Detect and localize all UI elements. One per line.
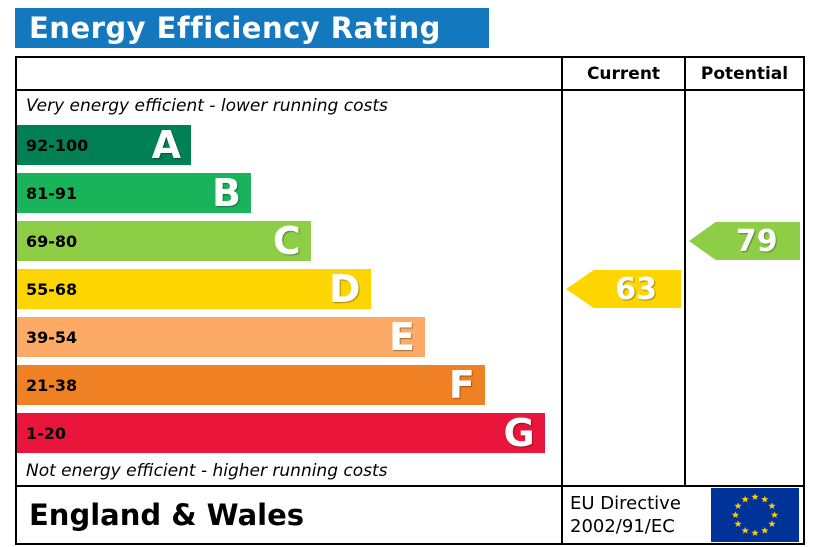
band-range: 55-68 <box>26 279 78 299</box>
band-row-e: 39-54 E <box>17 313 803 361</box>
band-row-g: 1-20 G <box>17 409 803 457</box>
region-label: England & Wales <box>17 487 563 543</box>
bottom-note: Not energy efficient - higher running co… <box>17 457 563 485</box>
eu-flag-icon <box>711 488 799 542</box>
band-letter: C <box>272 219 301 263</box>
band-range: 92-100 <box>26 135 89 155</box>
band-bar-a: 92-100 A <box>17 123 192 167</box>
bottom-note-row: Not energy efficient - higher running co… <box>17 457 803 487</box>
band-letter: E <box>389 315 415 359</box>
band-letter: A <box>151 123 182 167</box>
current-rating-arrow: 63 <box>566 270 681 308</box>
band-range: 81-91 <box>26 183 78 203</box>
band-letter: F <box>448 363 475 407</box>
potential-rating-value: 79 <box>735 223 778 259</box>
band-letter: G <box>503 411 535 455</box>
band-bar-d: 55-68 D <box>17 269 371 309</box>
header-empty-cell <box>17 58 563 89</box>
title-bar: Energy Efficiency Rating <box>15 8 489 48</box>
current-column-header: Current <box>563 58 686 89</box>
current-rating-value: 63 <box>615 271 658 307</box>
potential-rating-arrow: 79 <box>689 222 800 260</box>
band-row-d: 55-68 D 63 <box>17 265 803 313</box>
band-letter: B <box>211 171 241 215</box>
band-row-b: 81-91 B <box>17 169 803 217</box>
eu-directive-label: EU Directive 2002/91/EC <box>570 492 681 537</box>
band-range: 1-20 <box>26 423 67 443</box>
band-range: 39-54 <box>26 327 78 347</box>
potential-column-header: Potential <box>700 63 789 84</box>
top-note-row: Very energy efficient - lower running co… <box>17 91 803 121</box>
band-bar-c: 69-80 C <box>17 221 311 261</box>
band-bar-e: 39-54 E <box>17 317 425 357</box>
footer-row: England & Wales EU Directive 2002/91/EC <box>17 487 803 543</box>
page-title: Energy Efficiency Rating <box>29 11 441 45</box>
top-note: Very energy efficient - lower running co… <box>17 91 563 121</box>
band-row-c: 69-80 C 79 <box>17 217 803 265</box>
band-bar-f: 21-38 F <box>17 365 485 405</box>
band-range: 21-38 <box>26 375 78 395</box>
header-row: Current Potential <box>17 58 803 91</box>
band-row-a: 92-100 A <box>17 121 803 169</box>
rating-table: Current Potential Very energy efficient … <box>15 56 805 545</box>
band-bar-b: 81-91 B <box>17 173 251 213</box>
band-row-f: 21-38 F <box>17 361 803 409</box>
band-letter: D <box>329 267 361 311</box>
band-bar-g: 1-20 G <box>17 413 545 453</box>
band-range: 69-80 <box>26 231 78 251</box>
